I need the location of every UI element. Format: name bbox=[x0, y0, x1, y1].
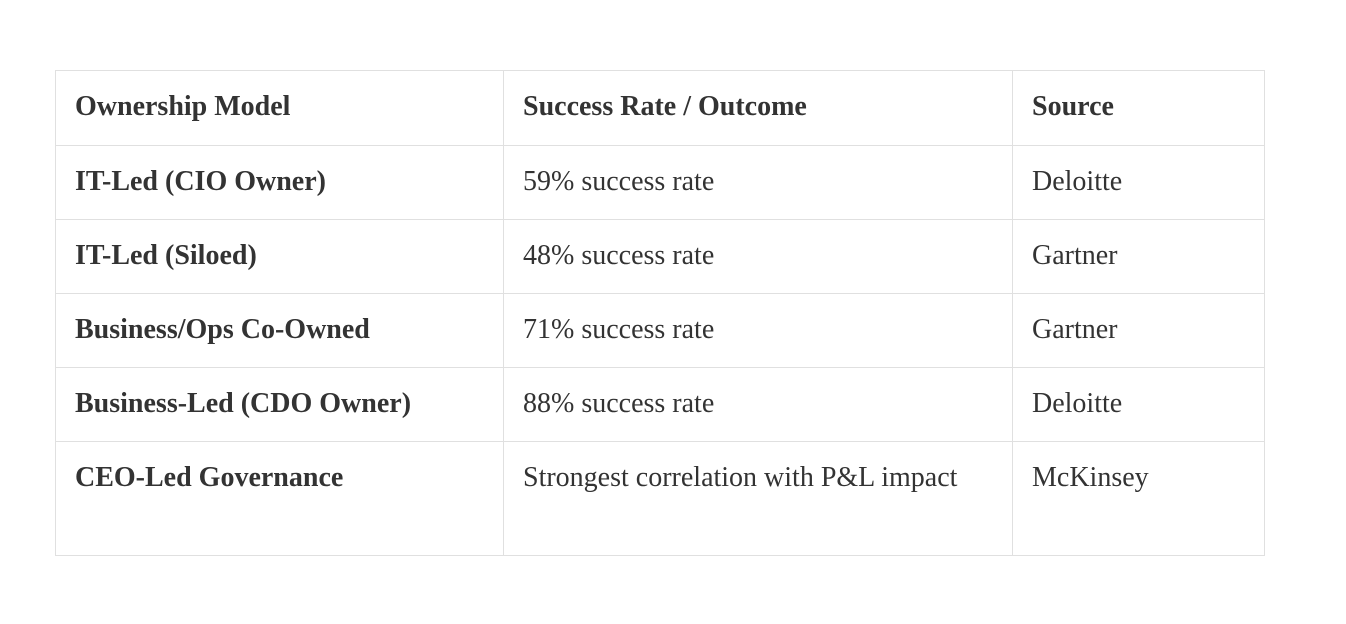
cell-outcome: 59% success rate bbox=[503, 145, 1013, 220]
table-row: IT-Led (Siloed) 48% success rate Gartner bbox=[55, 219, 1265, 294]
cell-source: McKinsey bbox=[1012, 441, 1265, 556]
cell-ownership-model: CEO-Led Governance bbox=[55, 441, 504, 556]
cell-outcome: 88% success rate bbox=[503, 367, 1013, 442]
cell-source: Gartner bbox=[1012, 293, 1265, 368]
table-header-row: Ownership Model Success Rate / Outcome S… bbox=[55, 70, 1265, 146]
cell-source: Deloitte bbox=[1012, 367, 1265, 442]
table-row: Business/Ops Co-Owned 71% success rate G… bbox=[55, 293, 1265, 368]
column-header-ownership-model: Ownership Model bbox=[55, 70, 504, 146]
cell-ownership-model: IT-Led (CIO Owner) bbox=[55, 145, 504, 220]
table-row: Business-Led (CDO Owner) 88% success rat… bbox=[55, 367, 1265, 442]
cell-source: Deloitte bbox=[1012, 145, 1265, 220]
cell-ownership-model: Business/Ops Co-Owned bbox=[55, 293, 504, 368]
ownership-success-table: Ownership Model Success Rate / Outcome S… bbox=[55, 70, 1265, 556]
table-row: CEO-Led Governance Strongest correlation… bbox=[55, 441, 1265, 556]
cell-source: Gartner bbox=[1012, 219, 1265, 294]
cell-outcome: 71% success rate bbox=[503, 293, 1013, 368]
ownership-table-container: Ownership Model Success Rate / Outcome S… bbox=[55, 70, 1265, 556]
table-row: IT-Led (CIO Owner) 59% success rate Delo… bbox=[55, 145, 1265, 220]
cell-outcome: Strongest correlation with P&L impact bbox=[503, 441, 1013, 556]
cell-outcome: 48% success rate bbox=[503, 219, 1013, 294]
column-header-source: Source bbox=[1012, 70, 1265, 146]
cell-ownership-model: IT-Led (Siloed) bbox=[55, 219, 504, 294]
cell-ownership-model: Business-Led (CDO Owner) bbox=[55, 367, 504, 442]
column-header-success-rate-outcome: Success Rate / Outcome bbox=[503, 70, 1013, 146]
